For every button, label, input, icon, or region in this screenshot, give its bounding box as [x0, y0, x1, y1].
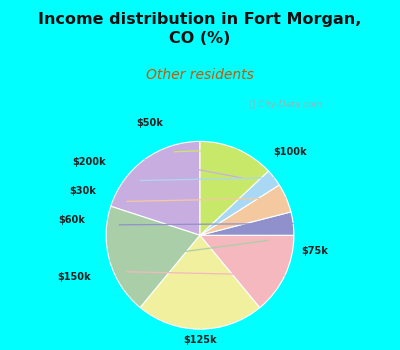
- Text: $50k: $50k: [137, 118, 164, 128]
- Wedge shape: [106, 206, 200, 308]
- Wedge shape: [200, 171, 279, 235]
- Text: $60k: $60k: [58, 215, 85, 225]
- Wedge shape: [111, 141, 200, 235]
- Text: Other residents: Other residents: [146, 68, 254, 82]
- Text: ⓘ City-Data.com: ⓘ City-Data.com: [250, 100, 322, 109]
- Text: $200k: $200k: [72, 157, 106, 167]
- Wedge shape: [200, 185, 291, 235]
- Text: Income distribution in Fort Morgan,
CO (%): Income distribution in Fort Morgan, CO (…: [38, 12, 362, 46]
- Wedge shape: [200, 212, 294, 235]
- Wedge shape: [200, 141, 268, 235]
- Text: $100k: $100k: [273, 147, 307, 157]
- Text: $150k: $150k: [57, 272, 90, 282]
- Text: $75k: $75k: [302, 246, 328, 256]
- Text: $30k: $30k: [69, 186, 96, 196]
- Wedge shape: [200, 235, 294, 308]
- Wedge shape: [140, 235, 260, 329]
- Text: $125k: $125k: [183, 335, 217, 344]
